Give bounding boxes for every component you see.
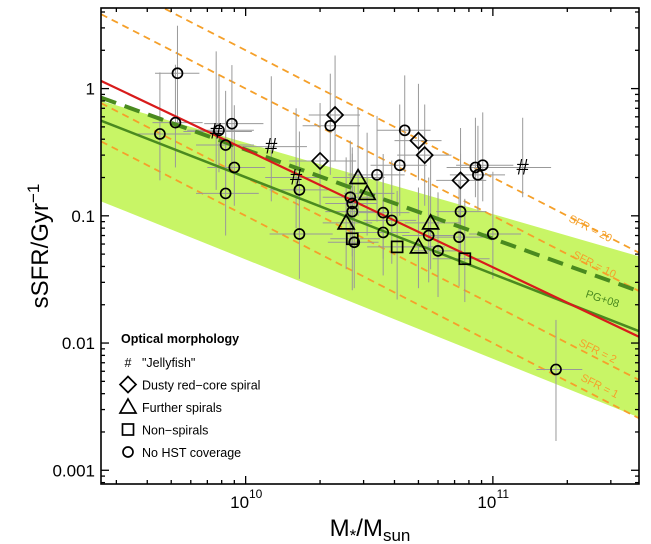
circle-marker [169,116,182,129]
circle-marker [454,205,467,218]
triangle-marker [408,237,428,254]
triangle-marker [348,167,368,185]
legend-entry-label: Further spirals [142,401,222,415]
circle-marker [293,184,306,196]
sfr-line [101,13,639,292]
legend-entry-label: "Jellyfish" [142,356,195,370]
circle-marker [398,124,411,137]
legend: Optical morphology # "Jellyfish" Dusty red−… [118,332,260,460]
y-axis-label: sSFR/Gyr−1 [24,184,54,309]
circle-marker [487,228,499,240]
circle-marker [219,187,232,200]
diamond-marker [310,151,330,171]
circle-marker [228,161,241,174]
circle-marker [377,206,390,219]
circle-marker [550,363,562,376]
legend-entry-label: Non−spirals [142,424,208,438]
diamond-marker [451,171,470,190]
circle-marker [422,229,435,242]
triangle-marker [336,213,356,230]
y-tick-label: 1 [86,80,95,99]
y-tick-label: 0.1 [71,207,95,226]
pg08-line [101,119,639,333]
square-marker [390,240,404,254]
circle-marker [393,159,406,172]
diamond-marker [415,145,434,165]
triangle-marker [357,183,377,201]
circle-marker [476,159,489,172]
sfr-line [101,140,639,420]
circle-marker [472,168,484,181]
legend-square-marker [121,423,135,436]
legend-entry-label: No HST coverage [142,446,241,460]
diamond-marker [409,131,428,150]
x-tick-label: 10 [477,493,496,512]
y-tick-label: 0.01 [62,334,95,353]
circle-marker [371,168,383,181]
dashed-green-fit-line [101,95,639,294]
circle-marker [171,67,184,80]
circle-marker [213,124,225,137]
circle-marker [324,119,337,132]
red-fit-line [101,79,639,338]
plot-frame [100,7,640,485]
circle-marker [346,205,359,218]
sfr-line [161,8,639,254]
hash-marker: # [290,165,303,190]
x-tick-label-exponent: 10 [249,487,263,501]
circle-marker [432,245,444,257]
legend-circle-marker [122,446,134,458]
circle-marker [219,139,232,151]
circle-marker [469,161,482,174]
circle-marker [453,231,465,243]
circle-marker [348,236,361,249]
hash-marker: # [517,154,530,179]
sfr-line [101,102,639,381]
hash-marker: # [210,118,223,143]
legend-hash-symbol: # [125,356,132,370]
circle-marker [377,226,390,239]
legend-diamond-marker [118,375,138,394]
triangle-marker [421,213,441,230]
square-marker [458,252,472,266]
circle-marker [346,197,359,210]
x-tick-label-exponent: 11 [497,487,510,501]
legend-title: Optical morphology [121,332,239,346]
legend-triangle-marker [118,397,138,414]
circle-marker [154,128,166,140]
x-tick-label: 10 [230,493,249,512]
circle-marker [385,214,398,227]
circle-marker [226,117,238,130]
ms-band [101,100,639,418]
circle-marker [344,191,357,204]
legend-entry-label: Dusty red−core spiral [142,379,260,393]
x-axis-label: M*/Msun [330,515,411,544]
circle-marker [293,228,306,240]
y-tick-label: 0.001 [52,461,95,480]
hash-marker: # [265,134,278,159]
